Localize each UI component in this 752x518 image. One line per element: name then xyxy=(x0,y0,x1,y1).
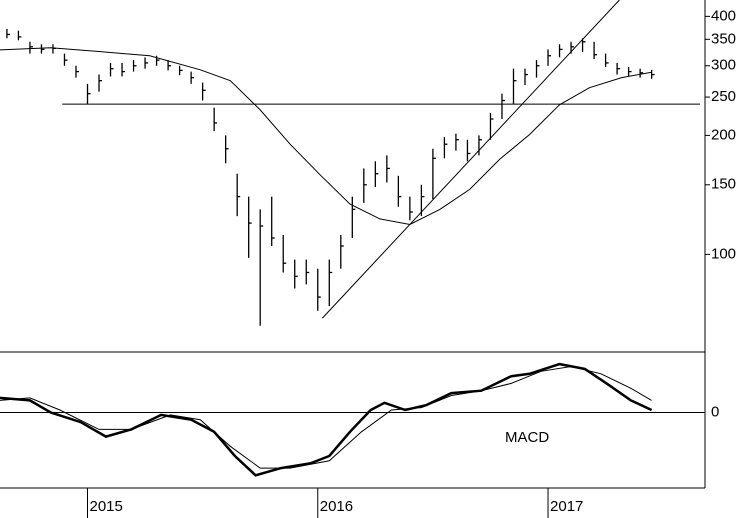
x-tick-label: 2015 xyxy=(90,498,123,515)
axes: 100 150 200 250 300 350 400 0 2015 2016 2017 xyxy=(0,7,736,518)
y-tick-label: 200 xyxy=(711,126,736,143)
overlay-line xyxy=(0,47,652,226)
price-panel xyxy=(0,0,700,326)
macd-line xyxy=(0,365,652,469)
y-tick-label: 150 xyxy=(711,176,736,193)
x-tick-label: 2016 xyxy=(320,498,353,515)
macd-panel xyxy=(0,362,653,477)
overlay-line xyxy=(322,0,620,319)
y-tick-label: 0 xyxy=(711,403,719,420)
y-tick-label: 250 xyxy=(711,88,736,105)
y-tick-label: 400 xyxy=(711,7,736,24)
y-tick-label: 300 xyxy=(711,57,736,74)
x-tick-label: 2017 xyxy=(550,498,583,515)
y-tick-label: 100 xyxy=(711,245,736,262)
macd-line xyxy=(0,362,653,477)
y-tick-label: 350 xyxy=(711,30,736,47)
macd-label: MACD xyxy=(505,429,549,446)
